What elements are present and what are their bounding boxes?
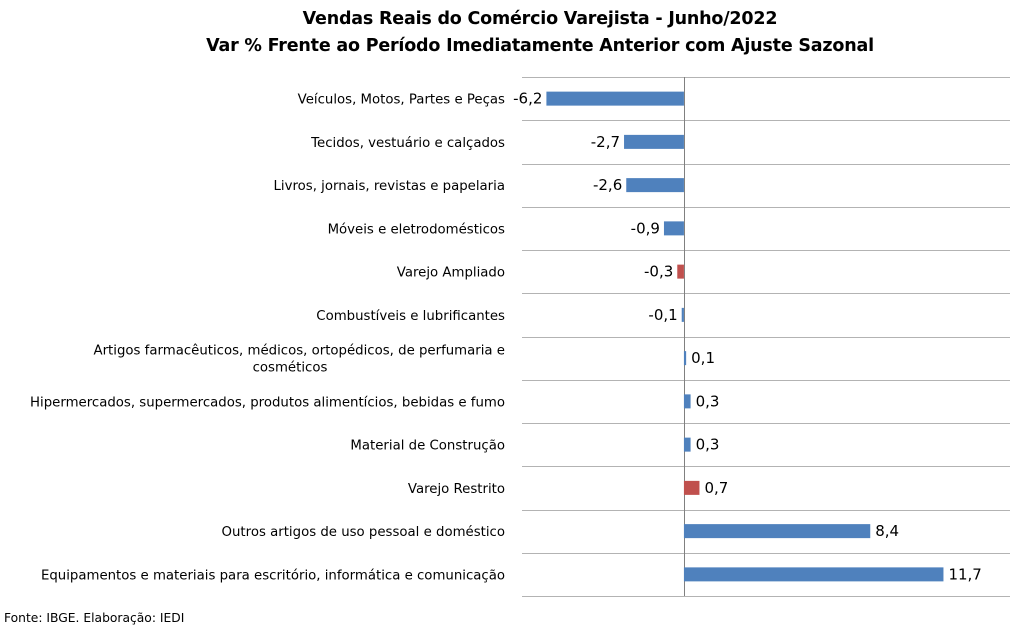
chart-title-block: Vendas Reais do Comércio Varejista - Jun…	[0, 6, 1012, 60]
value-label: -2,6	[593, 176, 622, 194]
value-label: -0,9	[631, 219, 660, 237]
category-label: Equipamentos e materiais para escritório…	[41, 567, 505, 583]
value-label: 0,3	[696, 436, 720, 454]
bar-1	[546, 91, 684, 106]
category-label: Livros, jornais, revistas e papelaria	[273, 179, 505, 194]
value-label: 0,3	[696, 392, 720, 410]
bar-10	[683, 480, 700, 495]
value-label: -2,7	[591, 133, 620, 151]
bar-2	[624, 134, 684, 149]
bar-3	[626, 178, 684, 193]
category-label: cosméticos	[253, 360, 328, 376]
bar-4	[663, 221, 684, 236]
value-label: -0,3	[644, 263, 673, 281]
category-label: Veículos, Motos, Partes e Peças	[298, 92, 505, 108]
bar-8	[683, 394, 691, 409]
category-label: Material de Construção	[350, 439, 505, 454]
bar-7	[683, 351, 687, 366]
category-label: Artigos farmacêuticos, médicos, ortopédi…	[93, 343, 505, 359]
category-label: Outros artigos de uso pessoal e doméstic…	[222, 524, 505, 540]
value-label: 0,1	[691, 349, 715, 367]
value-label: 0,7	[704, 479, 728, 497]
category-label: Tecidos, vestuário e calçados	[310, 135, 505, 151]
value-label: 11,7	[948, 565, 981, 583]
source-note: Fonte: IBGE. Elaboração: IEDI	[4, 611, 185, 625]
bar-6	[681, 307, 684, 322]
bar-12	[683, 567, 944, 582]
chart-subtitle: Var % Frente ao Período Imediatamente An…	[206, 36, 874, 56]
bar-9	[683, 437, 691, 452]
category-label: Varejo Ampliado	[397, 266, 505, 281]
category-label: Combustíveis e lubrificantes	[316, 308, 505, 324]
category-label: Hipermercados, supermercados, produtos a…	[30, 394, 505, 410]
chart-title: Vendas Reais do Comércio Varejista - Jun…	[302, 9, 778, 29]
category-label: Varejo Restrito	[408, 482, 505, 497]
category-label: Móveis e eletrodomésticos	[328, 221, 505, 237]
value-label: -6,2	[513, 90, 542, 108]
bar-5	[677, 264, 684, 279]
value-label: -0,1	[648, 306, 677, 324]
bar-11	[683, 524, 871, 539]
value-label: 8,4	[875, 522, 899, 540]
